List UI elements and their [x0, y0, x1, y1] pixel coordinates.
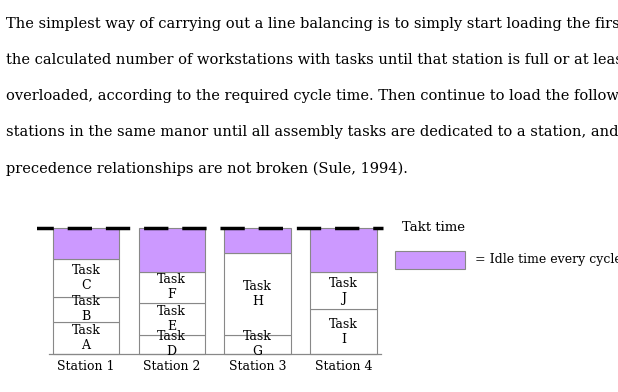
Text: Task
E: Task E	[158, 305, 186, 333]
Bar	[53, 227, 119, 259]
Text: Task
F: Task F	[158, 274, 186, 301]
Text: Station 4: Station 4	[315, 360, 372, 373]
Text: Task
B: Task B	[72, 296, 100, 323]
Text: Task
C: Task C	[72, 264, 100, 292]
Text: precedence relationships are not broken (Sule, 1994).: precedence relationships are not broken …	[6, 161, 408, 176]
Bar	[310, 272, 376, 310]
Bar	[138, 227, 205, 272]
Bar	[224, 253, 291, 335]
Bar	[395, 251, 465, 269]
Bar	[53, 322, 119, 354]
Text: Task
H: Task H	[243, 280, 272, 308]
Bar	[138, 272, 205, 303]
Text: the calculated number of workstations with tasks until that station is full or a: the calculated number of workstations wi…	[6, 53, 618, 67]
Text: Station 2: Station 2	[143, 360, 200, 373]
Text: Task
J: Task J	[329, 277, 358, 305]
Text: Task
I: Task I	[329, 318, 358, 346]
Bar	[138, 335, 205, 354]
Text: Station 3: Station 3	[229, 360, 286, 373]
Bar	[53, 297, 119, 322]
Bar	[310, 310, 376, 354]
Bar	[224, 335, 291, 354]
Text: Station 1: Station 1	[57, 360, 114, 373]
Text: = Idle time every cycle: = Idle time every cycle	[475, 254, 618, 267]
Text: overloaded, according to the required cycle time. Then continue to load the foll: overloaded, according to the required cy…	[6, 89, 618, 103]
Bar	[53, 259, 119, 297]
Text: The simplest way of carrying out a line balancing is to simply start loading the: The simplest way of carrying out a line …	[6, 17, 618, 31]
Bar	[310, 227, 376, 272]
Text: stations in the same manor until all assembly tasks are dedicated to a station, : stations in the same manor until all ass…	[6, 125, 618, 139]
Bar	[138, 303, 205, 335]
Text: Task
D: Task D	[158, 330, 186, 358]
Text: Task
G: Task G	[243, 330, 272, 358]
Text: Task
A: Task A	[72, 324, 100, 352]
Bar	[224, 227, 291, 253]
Text: Takt time: Takt time	[402, 221, 465, 234]
